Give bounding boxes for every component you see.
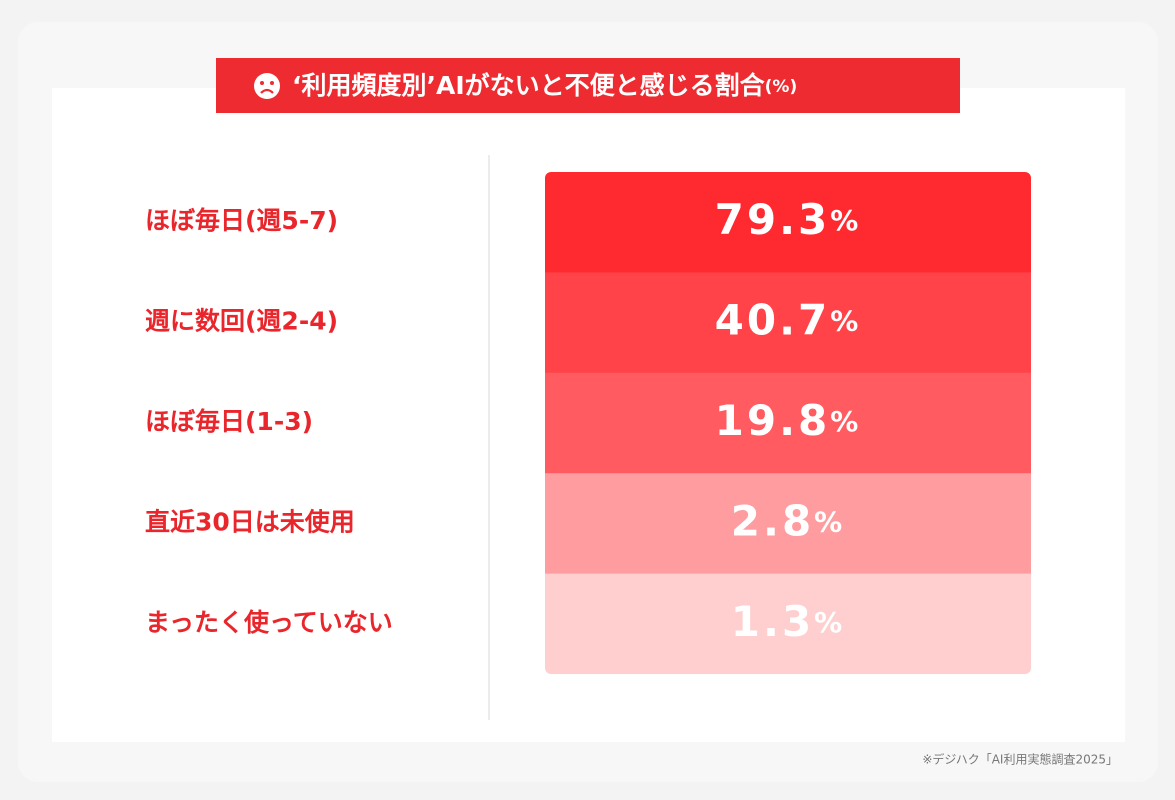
value-label: 1.3%: [731, 596, 845, 645]
row-label: ほぼ毎日(1-3): [145, 407, 313, 436]
table: [545, 172, 1031, 674]
row-label: まったく使っていない: [145, 608, 393, 637]
cell: [545, 573, 1031, 674]
row-label: 週に数回(週2-4): [145, 307, 338, 336]
row-label: 直近30日は未使用: [145, 507, 355, 536]
chart-title: ‘利用頻度別’AIがないと不便と感じる割合(%): [292, 71, 797, 100]
cell: [545, 473, 1031, 575]
title-text: ‘利用頻度別’AIがないと不便と感じる割合: [292, 71, 766, 100]
value-label: 19.8%: [715, 396, 862, 445]
title-unit: (%): [765, 77, 798, 97]
source: ※デジハク「AI利用実態調査2025」: [922, 752, 1118, 767]
cell: [545, 272, 1031, 374]
title-banner: [216, 58, 960, 113]
row-label: ほぼ毎日(週5-7): [145, 206, 338, 235]
sad-icon: [254, 73, 280, 99]
cell: [545, 372, 1031, 474]
value-label: 79.3%: [715, 195, 862, 244]
value-label: 2.8%: [731, 496, 845, 545]
cell: [545, 172, 1031, 273]
value-label: 40.7%: [715, 295, 862, 344]
